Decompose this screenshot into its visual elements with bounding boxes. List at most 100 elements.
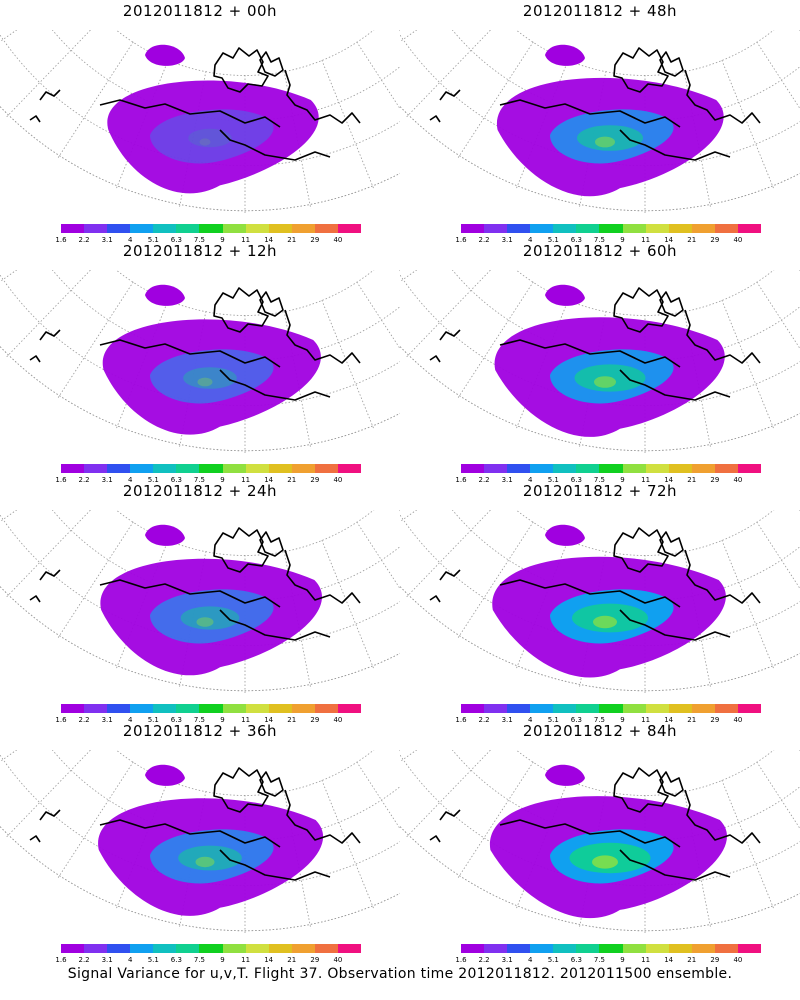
variance-map [0,270,400,455]
colorbar-segment [461,704,485,713]
colorbar-tick-label: 40 [733,956,743,964]
colorbar-segment [61,704,85,713]
colorbar-segment [130,464,154,473]
colorbar-tick-label: 9 [620,236,625,244]
colorbar-tick-label: 9 [220,956,225,964]
colorbar-segment [337,224,362,233]
colorbar-segment [84,704,108,713]
colorbar-segment [222,464,247,473]
colorbar-tick-label: 29 [710,956,720,964]
colorbar-tick-label: 1.6 [455,716,467,724]
colorbar-segment [691,464,716,473]
colorbar-tick-label: 14 [664,956,674,964]
colorbar [461,704,762,713]
colorbar-tick-label: 14 [264,236,274,244]
colorbar-segment [599,464,624,473]
colorbar-segment [553,944,577,953]
colorbar-segment [530,944,554,953]
colorbar-tick-label: 40 [333,476,343,484]
colorbar-tick-label: 2.2 [478,956,490,964]
colorbar-ticks: 1.6 2.2 3.1 4 5.1 6.3 7.5 9 11 14 21 29 40 [455,716,761,726]
colorbar-segment [268,944,293,953]
variance-map [0,30,400,215]
colorbar-tick-label: 1.6 [455,236,467,244]
colorbar-ticks: 1.6 2.2 3.1 4 5.1 6.3 7.5 9 11 14 21 29 40 [55,476,361,486]
colorbar-segment [314,944,339,953]
colorbar-segment [153,464,177,473]
colorbar [461,464,762,473]
colorbar-tick-label: 4 [127,956,133,964]
colorbar-tick-label: 14 [664,236,674,244]
colorbar [61,704,362,713]
colorbar-tick-label: 6.3 [170,236,182,244]
colorbar-tick-label: 29 [710,476,720,484]
colorbar-tick-label: 5.1 [547,236,559,244]
colorbar-tick-label: 14 [264,716,274,724]
colorbar-segment [176,464,200,473]
colorbar-segment [530,224,554,233]
colorbar-tick-label: 9 [620,476,625,484]
colorbar-tick-label: 3.1 [501,476,513,484]
colorbar-segment [84,944,108,953]
panel-title: 2012011812 + 24h [122,482,278,500]
colorbar-tick-label: 1.6 [55,716,67,724]
colorbar-segment [291,704,316,713]
colorbar-tick-label: 4 [127,476,133,484]
colorbar-segment [314,464,339,473]
colorbar-segment [668,704,693,713]
colorbar-tick-label: 1.6 [55,236,67,244]
colorbar-tick-label: 5.1 [147,476,159,484]
colorbar-segment [507,704,531,713]
colorbar-tick-label: 40 [333,236,343,244]
map-panel-1: 2012011812 + 12h 1.6 2.2 3.1 4 5.1 6.3 7.5 9 11 14… [0,240,400,484]
colorbar-tick-label: 7.5 [593,236,606,244]
panel-title: 2012011812 + 48h [522,2,678,20]
map-panel-0: 2012011812 + 00h 1.6 2.2 3.1 4 5.1 6.3 7.5 9 11 14… [0,0,400,244]
colorbar-segment [507,944,531,953]
colorbar-segment [484,464,508,473]
colorbar-tick-label: 29 [310,956,320,964]
colorbar-tick-label: 7.5 [193,476,206,484]
colorbar-ticks: 1.6 2.2 3.1 4 5.1 6.3 7.5 9 11 14 21 29 40 [55,716,361,726]
colorbar-segment [107,704,131,713]
colorbar-segment [461,464,485,473]
map-panel-6: 2012011812 + 72h 1.6 2.2 3.1 4 5.1 6.3 7.5 9 11 14… [400,480,800,724]
colorbar-segment [461,944,485,953]
colorbar-segment [530,704,554,713]
colorbar-segment [314,704,339,713]
colorbar-segment [461,224,485,233]
colorbar-segment [645,944,670,953]
colorbar-tick-label: 5.1 [147,236,159,244]
colorbar-tick-label: 2.2 [78,956,90,964]
colorbar-tick-label: 9 [220,476,225,484]
colorbar-ticks: 1.6 2.2 3.1 4 5.1 6.3 7.5 9 11 14 21 29 40 [455,476,761,486]
colorbar [61,464,362,473]
colorbar [461,224,762,233]
colorbar-tick-label: 2.2 [478,716,490,724]
colorbar-tick-label: 29 [310,476,320,484]
colorbar-segment [645,704,670,713]
colorbar-segment [107,224,131,233]
colorbar-segment [599,944,624,953]
colorbar-segment [61,944,85,953]
colorbar-segment [645,464,670,473]
panel-title: 2012011812 + 36h [122,722,278,740]
colorbar-tick-label: 29 [310,236,320,244]
colorbar-tick-label: 3.1 [501,956,513,964]
colorbar-ticks: 1.6 2.2 3.1 4 5.1 6.3 7.5 9 11 14 21 29 40 [455,236,761,246]
colorbar-segment [714,944,739,953]
colorbar-segment [737,224,762,233]
colorbar-segment [61,464,85,473]
colorbar-segment [268,704,293,713]
colorbar [61,944,362,953]
colorbar-tick-label: 11 [641,476,651,484]
colorbar-segment [291,944,316,953]
colorbar-segment [507,224,531,233]
map-panel-3: 2012011812 + 36h 1.6 2.2 3.1 4 5.1 6.3 7.5 9 11 14… [0,720,400,964]
colorbar-segment [130,704,154,713]
colorbar-segment [553,704,577,713]
colorbar-tick-label: 9 [220,716,225,724]
colorbar-tick-label: 11 [641,716,651,724]
colorbar-ticks: 1.6 2.2 3.1 4 5.1 6.3 7.5 9 11 14 21 29 40 [55,236,361,246]
colorbar-tick-label: 11 [641,236,651,244]
